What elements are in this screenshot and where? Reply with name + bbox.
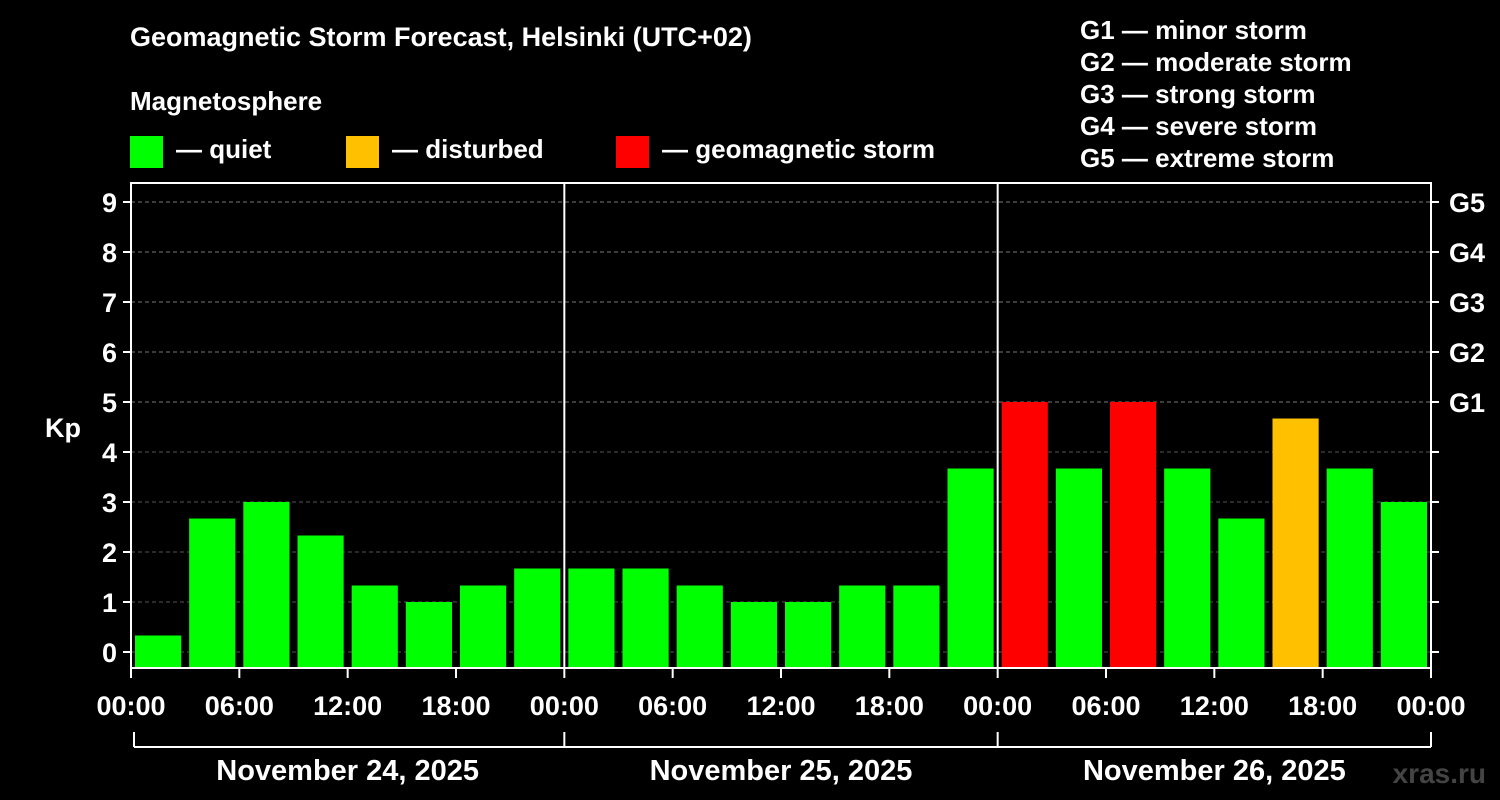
- y-tick-label-9: 9: [102, 188, 117, 218]
- legend-label-quiet: — quiet: [176, 134, 272, 164]
- legend-swatch-quiet: [130, 136, 163, 168]
- legend-swatch-disturbed: [346, 136, 379, 168]
- x-tick-label-12: 00:00: [1396, 691, 1465, 721]
- kp-bar-21: [1272, 418, 1319, 668]
- kp-bar-11: [730, 602, 777, 668]
- g-scale-label-4: G5: [1449, 188, 1485, 218]
- kp-bar-3: [297, 535, 344, 668]
- y-tick-label-6: 6: [102, 338, 117, 368]
- x-tick-label-9: 06:00: [1071, 691, 1140, 721]
- kp-bar-4: [351, 585, 398, 668]
- kp-bar-6: [460, 585, 507, 668]
- y-tick-label-4: 4: [102, 438, 117, 468]
- kp-bar-16: [1001, 402, 1048, 668]
- g-scale-label-0: G1: [1449, 388, 1485, 418]
- x-tick-label-0: 00:00: [96, 691, 165, 721]
- kp-bar-23: [1380, 502, 1427, 668]
- kp-bar-13: [839, 585, 886, 668]
- storm-scale-g3: G3 — strong storm: [1080, 79, 1316, 109]
- storm-scale-g4: G4 — severe storm: [1080, 111, 1318, 141]
- legend-label-disturbed: — disturbed: [392, 134, 544, 164]
- g-scale-label-3: G4: [1449, 238, 1485, 268]
- x-tick-label-1: 06:00: [205, 691, 274, 721]
- x-tick-label-2: 12:00: [313, 691, 382, 721]
- y-tick-label-2: 2: [102, 538, 117, 568]
- x-tick-label-5: 06:00: [638, 691, 707, 721]
- y-tick-label-0: 0: [102, 638, 117, 668]
- storm-scale-g5: G5 — extreme storm: [1080, 143, 1335, 173]
- y-tick-label-3: 3: [102, 488, 117, 518]
- kp-bar-12: [785, 602, 832, 668]
- day-label-2: November 26, 2025: [1083, 755, 1346, 787]
- kp-bar-15: [947, 468, 994, 668]
- g-scale-label-1: G2: [1449, 338, 1485, 368]
- x-tick-label-8: 00:00: [963, 691, 1032, 721]
- storm-scale-list: G1 — minor storm G2 — moderate storm G3 …: [1080, 14, 1352, 174]
- kp-bar-8: [568, 568, 615, 668]
- y-tick-label-7: 7: [102, 288, 117, 318]
- kp-bar-18: [1110, 402, 1157, 668]
- day-label-1: November 25, 2025: [650, 755, 913, 787]
- y-tick-label-1: 1: [102, 588, 117, 618]
- legend-swatch-storm: [616, 136, 649, 168]
- kp-bar-10: [676, 585, 723, 668]
- y-tick-label-8: 8: [102, 238, 117, 268]
- kp-bar-0: [135, 635, 182, 668]
- chart-title: Geomagnetic Storm Forecast, Helsinki (UT…: [130, 22, 752, 52]
- y-axis-title: Kp: [45, 413, 81, 443]
- watermark: xras.ru: [1392, 758, 1486, 789]
- kp-bar-17: [1055, 468, 1102, 668]
- kp-bar-20: [1218, 518, 1265, 668]
- kp-bar-2: [243, 502, 290, 668]
- kp-bar-22: [1326, 468, 1373, 668]
- x-tick-label-6: 12:00: [746, 691, 815, 721]
- kp-bar-19: [1164, 468, 1211, 668]
- y-tick-label-5: 5: [102, 388, 117, 418]
- storm-scale-g2: G2 — moderate storm: [1080, 47, 1352, 77]
- x-tick-label-11: 18:00: [1288, 691, 1357, 721]
- kp-bar-9: [622, 568, 669, 668]
- legend-heading: Magnetosphere: [130, 86, 323, 116]
- kp-bar-14: [893, 585, 940, 668]
- storm-scale-g1: G1 — minor storm: [1080, 15, 1307, 45]
- legend-label-storm: — geomagnetic storm: [662, 134, 936, 164]
- kp-bar-5: [405, 602, 452, 668]
- g-scale-label-2: G3: [1449, 288, 1485, 318]
- kp-bar-7: [514, 568, 561, 668]
- day-label-0: November 24, 2025: [216, 755, 479, 787]
- x-tick-label-3: 18:00: [421, 691, 490, 721]
- x-tick-label-4: 00:00: [530, 691, 599, 721]
- kp-bar-1: [189, 518, 236, 668]
- x-tick-label-10: 12:00: [1180, 691, 1249, 721]
- x-tick-label-7: 18:00: [855, 691, 924, 721]
